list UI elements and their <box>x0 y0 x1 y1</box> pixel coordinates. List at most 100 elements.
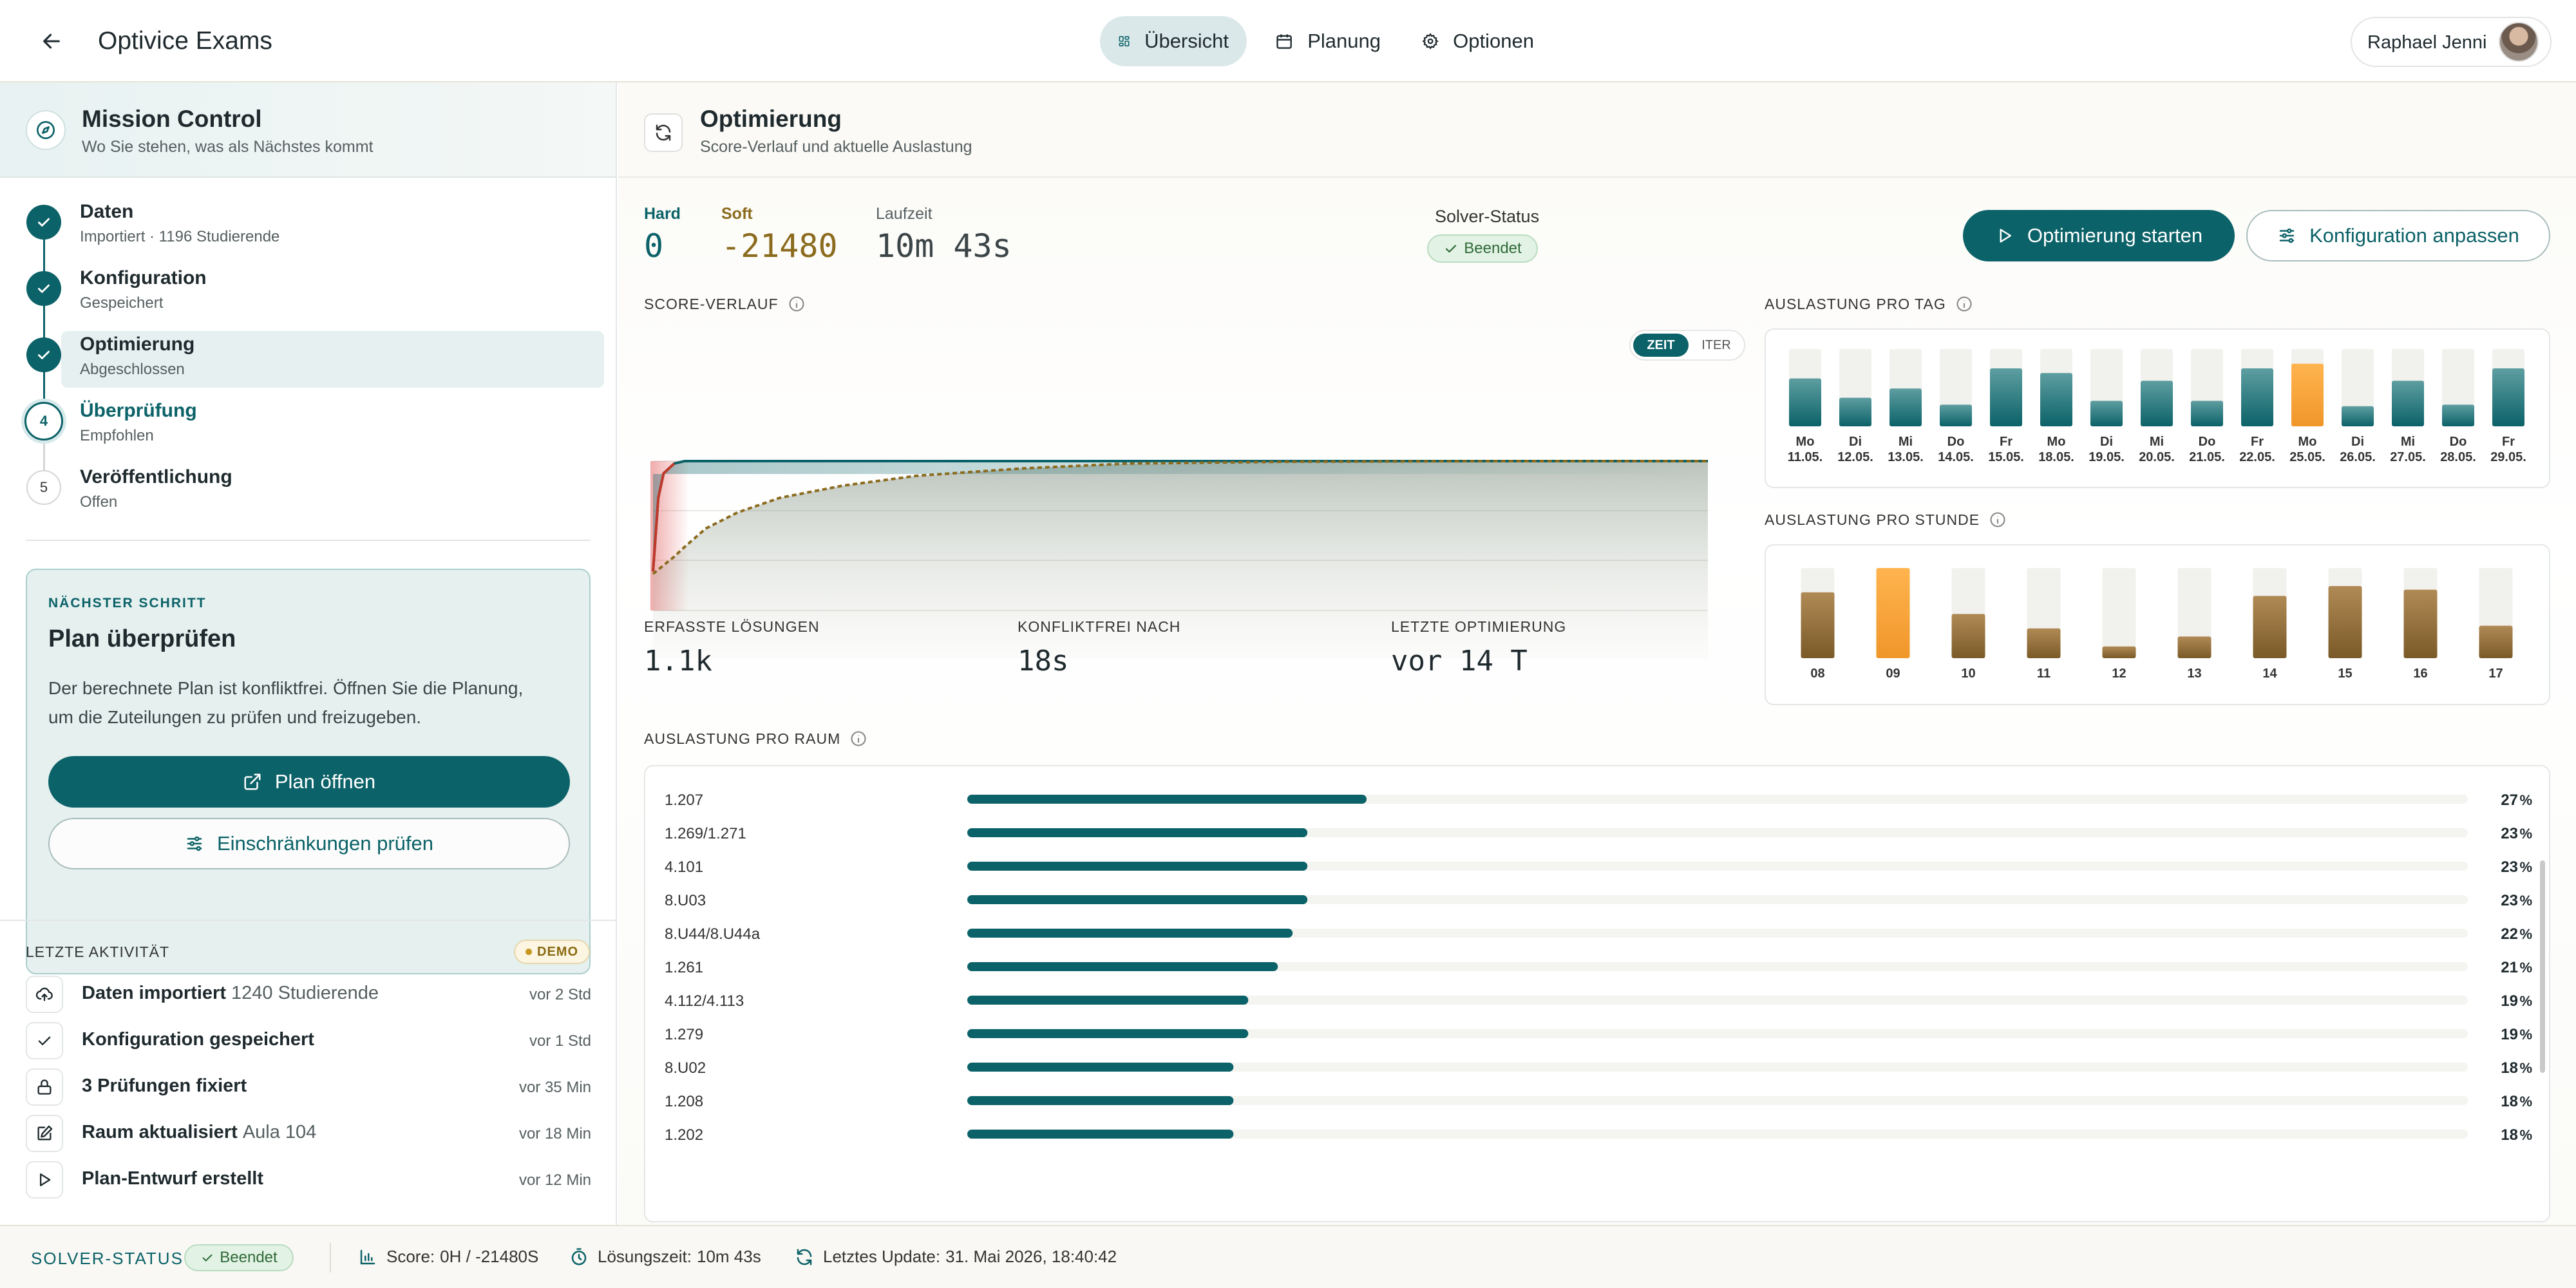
tick-label: Fr <box>2251 435 2264 449</box>
bar[interactable] <box>2342 406 2374 426</box>
room-bar[interactable] <box>967 828 1308 837</box>
step-ueberpruefung[interactable]: 4 Überprüfung Empfohlen <box>0 397 617 464</box>
start-optimization-button[interactable]: Optimierung starten <box>1963 210 2235 261</box>
room-bar[interactable] <box>967 1130 1234 1139</box>
check-constraints-button[interactable]: Einschränkungen prüfen <box>48 818 570 869</box>
section-header: Optimierung Score-Verlauf und aktuelle A… <box>618 82 2576 178</box>
back-button[interactable] <box>32 22 71 61</box>
tick-label: 29.05. <box>2490 450 2526 464</box>
bar[interactable] <box>2479 625 2513 658</box>
room-bar[interactable] <box>967 1063 1234 1072</box>
bar[interactable] <box>2040 373 2072 426</box>
stat-solutions: ERFASSTE LÖSUNGEN 1.1k <box>644 618 1018 677</box>
toggle-iter[interactable]: ITER <box>1701 337 1731 352</box>
room-pct: 21 <box>2501 959 2518 976</box>
tick-label: 18.05. <box>2038 450 2074 464</box>
room-pct-unit: % <box>2519 1094 2532 1110</box>
step-veroeffentlichung[interactable]: 5 Veröffentlichung Offen <box>0 464 617 531</box>
info-icon[interactable] <box>1989 511 2007 529</box>
info-icon[interactable] <box>849 730 867 748</box>
bar[interactable] <box>2177 636 2211 658</box>
room-name: 4.112/4.113 <box>665 992 744 1010</box>
tick-label: 10 <box>1961 667 1975 681</box>
tick-label: 16 <box>2413 667 2427 681</box>
step-marker: 4 <box>24 402 63 440</box>
room-bar[interactable] <box>967 895 1308 904</box>
tab-uebersicht[interactable]: Übersicht <box>1100 16 1247 66</box>
room-bar[interactable] <box>967 929 1293 938</box>
bar[interactable] <box>1940 404 1972 426</box>
upload-icon <box>26 976 63 1013</box>
room-name: 8.U02 <box>665 1059 706 1077</box>
bar[interactable] <box>2102 646 2136 658</box>
stat-value: 1.1k <box>644 645 712 677</box>
tab-optionen[interactable]: Optionen <box>1404 16 1552 66</box>
bar[interactable] <box>2253 596 2287 658</box>
tick-label: 17 <box>2488 667 2503 681</box>
adjust-config-button[interactable]: Konfiguration anpassen <box>2246 210 2550 261</box>
activity-title: Plan-Entwurf erstellt <box>82 1168 263 1189</box>
info-icon[interactable] <box>1955 295 1973 313</box>
room-bar[interactable] <box>967 962 1278 971</box>
bar[interactable] <box>1789 378 1821 426</box>
score-chart <box>650 460 1708 659</box>
hard-area <box>653 461 1708 572</box>
room-bar[interactable] <box>967 862 1308 871</box>
sliders-icon <box>2279 228 2295 243</box>
bar[interactable] <box>2090 401 2123 426</box>
room-pct-unit: % <box>2519 859 2532 875</box>
room-bar[interactable] <box>967 996 1249 1005</box>
button-label: Einschränkungen prüfen <box>216 832 434 855</box>
bar[interactable] <box>2291 363 2324 426</box>
info-icon[interactable] <box>788 295 806 313</box>
user-menu[interactable]: Raphael Jenni <box>2351 17 2552 67</box>
step-subtitle: Gespeichert <box>80 294 164 312</box>
tick-label: 11 <box>2037 667 2050 681</box>
room-pct-unit: % <box>2519 893 2532 909</box>
bar[interactable] <box>2141 381 2173 426</box>
room-bar[interactable] <box>967 1029 1249 1038</box>
bar[interactable] <box>1951 614 1985 658</box>
activity-time: vor 1 Std <box>529 1032 591 1050</box>
bar[interactable] <box>2328 586 2362 658</box>
room-pct-unit: % <box>2519 1027 2532 1043</box>
bar[interactable] <box>1801 592 1835 658</box>
bar[interactable] <box>2191 401 2223 426</box>
bar[interactable] <box>1876 568 1910 658</box>
room-pct-unit: % <box>2519 826 2532 842</box>
next-step-eyebrow: NÄCHSTER SCHRITT <box>48 596 207 611</box>
activity-item: Konfiguration gespeichert vor 1 Std <box>0 1019 617 1066</box>
bar[interactable] <box>2027 628 2061 658</box>
bar[interactable] <box>2442 404 2474 426</box>
bar[interactable] <box>2492 368 2524 426</box>
room-pct-unit: % <box>2519 926 2532 942</box>
activity-title: Konfiguration gespeichert <box>82 1029 314 1050</box>
footer-score: Score: 0H / -21480S <box>358 1247 538 1267</box>
step-optimierung[interactable]: Optimierung Abgeschlossen <box>0 331 617 398</box>
bar[interactable] <box>2403 589 2438 658</box>
tick-label: 22.05. <box>2239 450 2275 464</box>
scrollbar[interactable] <box>2540 860 2545 1073</box>
activity-title: Raum aktualisiert <box>82 1122 238 1142</box>
toggle-time[interactable]: ZEIT <box>1633 334 1689 357</box>
step-konfiguration[interactable]: Konfiguration Gespeichert <box>0 265 617 332</box>
open-plan-button[interactable]: Plan öffnen <box>48 756 570 808</box>
bar[interactable] <box>1990 368 2022 426</box>
hour-chart: 08 09 10 11 12 13 14 15 16 17 <box>1801 568 2513 681</box>
room-name: 8.U03 <box>665 892 706 909</box>
room-pct: 18 <box>2501 1126 2518 1144</box>
stat-label: LETZTE OPTIMIERUNG <box>1391 618 1567 635</box>
room-bar[interactable] <box>967 795 1367 804</box>
bar[interactable] <box>1889 388 1922 426</box>
stat-conflict-free: KONFLIKTFREI NACH 18s <box>1018 618 1391 677</box>
step-daten[interactable]: Daten Importiert · 1196 Studierende <box>0 198 617 265</box>
tick-label: 20.05. <box>2139 450 2175 464</box>
bar[interactable] <box>2241 368 2273 426</box>
next-step-title: Plan überprüfen <box>48 625 236 652</box>
hard-label: Hard <box>644 205 681 223</box>
bar[interactable] <box>1839 397 1871 426</box>
bar-track <box>967 895 2468 904</box>
tab-planung[interactable]: Planung <box>1257 16 1399 66</box>
bar[interactable] <box>2392 381 2424 426</box>
room-bar[interactable] <box>967 1096 1234 1105</box>
